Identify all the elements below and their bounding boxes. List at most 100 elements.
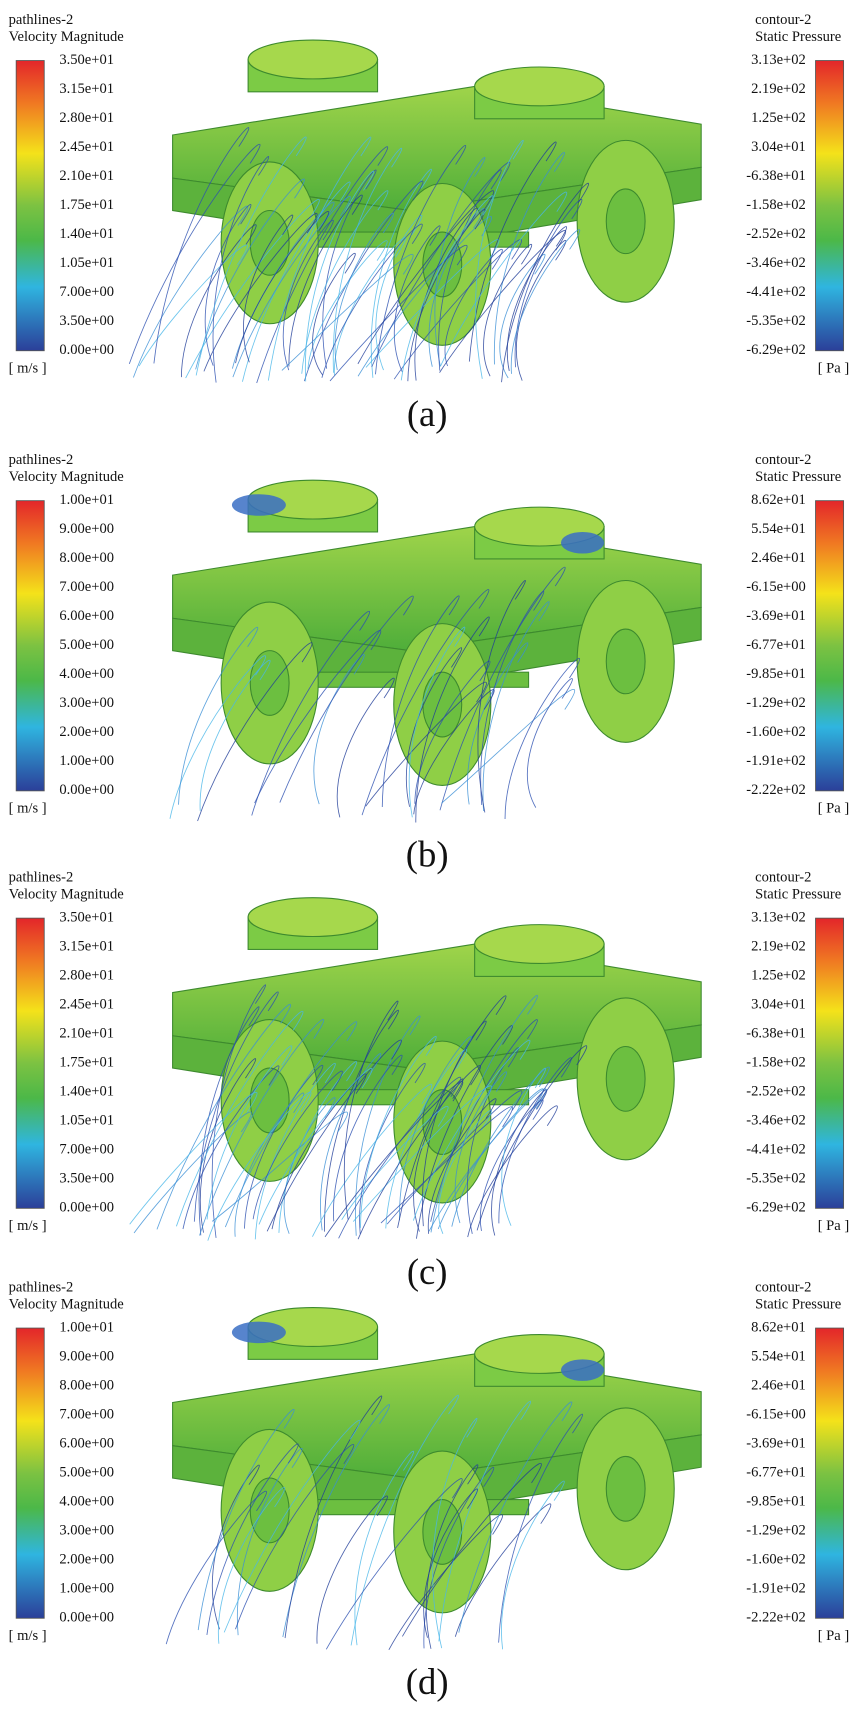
streamline [475,139,524,379]
legend-title: Velocity Magnitude [9,887,124,903]
streamline [321,223,423,378]
legend-title: pathlines-2 [9,12,74,28]
tick-label: 8.62e+01 [751,1319,806,1335]
tick-label: -1.29e+02 [746,695,806,711]
streamline [211,1464,260,1630]
streamline [258,1067,373,1225]
streamline [412,1039,531,1221]
bogie-illustration [169,479,702,823]
tick-label: 1.00e+01 [59,492,114,508]
legend-title: Static Pressure [755,1297,841,1313]
legend-title: Velocity Magnitude [9,469,124,485]
tick-label: 2.46e+01 [751,550,806,566]
tick-label: 3.15e+01 [59,939,114,955]
wheel-hub [605,1455,646,1522]
streamline [254,629,382,804]
streamline [203,213,318,372]
streamline [413,689,495,815]
tick-label: 2.10e+01 [59,1026,114,1042]
streamline [385,1048,468,1229]
streamline [416,1024,513,1239]
tick-label: -6.38e+01 [746,168,806,184]
streamline [185,198,320,379]
unit-label: [ Pa ] [818,1218,850,1234]
legend-title: pathlines-2 [9,869,74,885]
streamline [439,566,566,811]
unit-label: [ Pa ] [818,800,850,816]
tick-label: 2.80e+01 [59,968,114,984]
streamline [199,1019,325,1236]
streamline [206,1443,299,1636]
streamline [494,151,565,365]
streamline [381,595,460,808]
tick-label: -3.69e+01 [746,608,806,624]
streamline [454,1071,508,1224]
streamline [388,1514,504,1650]
streamline [252,1070,343,1220]
caption: (a) [407,393,448,434]
tick-label: 1.25e+02 [751,110,806,126]
bolster-top [247,39,379,80]
colorbar [15,1327,45,1619]
streamline [217,1486,286,1644]
streamline [199,659,271,811]
streamline [195,136,307,376]
streamline [510,229,581,374]
streamline [278,1061,358,1233]
streamline [354,1015,421,1236]
streamline [178,626,259,805]
streamline [361,589,490,816]
streamline [193,991,279,1222]
legend-title: Velocity Magnitude [9,1297,124,1313]
tick-label: -3.46e+02 [746,1113,806,1129]
streamline [439,230,567,373]
tick-label: 4.00e+00 [59,1494,114,1510]
streamline [128,143,261,364]
legend-title: contour-2 [755,452,811,468]
streamline [441,688,576,804]
streamline [498,1413,583,1643]
streamline [440,191,568,367]
streamline [365,681,487,807]
streamline [482,601,550,812]
streamline [354,1450,414,1646]
tick-label: 1.05e+01 [59,1113,114,1129]
tick-label: 1.40e+01 [59,1084,114,1100]
wheel-hub [422,671,463,738]
tick-label: 2.10e+01 [59,168,114,184]
streamline [504,657,581,819]
streamline [282,219,334,371]
legend-title: pathlines-2 [9,1279,74,1295]
streamline [333,1054,403,1222]
colorbar [15,917,45,1209]
legend-title: Static Pressure [755,887,841,903]
streamline [430,995,538,1233]
streamline [434,156,486,367]
streamline [313,654,365,805]
streamline [480,590,545,806]
streamline [266,1039,402,1232]
streamline [405,647,463,807]
wheel-hub [605,628,646,695]
bogie-illustration [165,1307,702,1650]
legend-title: contour-2 [755,12,811,28]
tick-label: -1.91e+02 [746,1581,806,1597]
pressure-spot [560,531,605,554]
streamline [397,995,507,1228]
tick-label: 0.00e+00 [59,1610,114,1626]
tick-label: 9.00e+00 [59,1348,114,1364]
streamline [211,984,266,1238]
tick-label: 6.00e+00 [59,608,114,624]
tick-label: 3.00e+00 [59,1523,114,1539]
streamline [468,141,557,362]
tick-label: -2.52e+02 [746,1084,806,1100]
streamline [235,1443,355,1630]
streamline [165,1490,267,1645]
streamline [307,240,388,370]
streamline [288,194,363,367]
tick-label: -3.46e+02 [746,255,806,271]
streamline [357,190,495,365]
streamline [467,642,529,805]
